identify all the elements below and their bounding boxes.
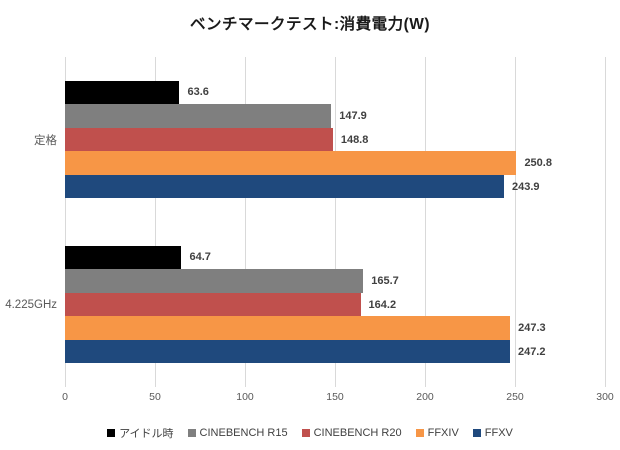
bar-value-label: 247.3 [518, 322, 546, 335]
legend-label: CINEBENCH R20 [313, 427, 402, 439]
x-tick-label: 250 [506, 391, 524, 403]
bar-CINEBENCH R20-4.225GHz [65, 292, 361, 317]
bar-FFXIV-4.225GHz [65, 316, 511, 340]
legend-label: CINEBENCH R15 [199, 427, 288, 439]
bar-value-label: 247.2 [517, 345, 546, 358]
gridline [605, 57, 606, 387]
bar-CINEBENCH R15-定格 [65, 104, 332, 128]
legend-item: FFXV [472, 427, 513, 439]
legend-swatch-icon [187, 429, 196, 437]
legend-label: アイドル時 [119, 428, 174, 440]
legend-item: FFXIV [415, 427, 459, 439]
gridline [515, 57, 516, 387]
legend-swatch-icon [472, 429, 481, 437]
bar-FFXV-定格 [65, 174, 505, 199]
bar-FFXIV-定格 [65, 151, 517, 175]
bar-value-label: 63.6 [187, 86, 209, 99]
bar-CINEBENCH R15-4.225GHz [65, 269, 364, 293]
bar-value-label: 64.7 [189, 251, 211, 264]
plot-area: 63.6 147.9 148.8 250.8 243.9 64.7 165.7 164.2 24… [65, 57, 606, 387]
x-tick-label: 150 [326, 391, 344, 403]
chart-title: ベンチマークテスト:消費電力(W) [189, 16, 431, 33]
legend-item: CINEBENCH R20 [301, 427, 402, 439]
bar-value-label: 164.2 [368, 298, 397, 311]
bar-アイドル時-定格 [65, 80, 180, 105]
legend-swatch-icon [415, 429, 424, 437]
bar-value-label: 250.8 [524, 157, 552, 170]
gridline [155, 57, 156, 387]
x-tick-label: 100 [236, 391, 254, 403]
legend-swatch-icon [301, 429, 310, 437]
bar-value-label: 165.7 [371, 274, 399, 287]
category-label: 4.225GHz [5, 298, 57, 311]
x-tick-label: 0 [62, 391, 68, 403]
x-tick-label: 50 [149, 391, 161, 403]
bar-value-label: 148.8 [340, 133, 369, 146]
bar-value-label: 243.9 [512, 180, 540, 193]
legend-item: アイドル時 [107, 425, 174, 441]
category-label: 定格 [34, 134, 57, 147]
legend-label: FFXV [484, 427, 513, 439]
bar-FFXV-4.225GHz [65, 339, 510, 364]
gridline [65, 57, 66, 387]
bar-アイドル時-4.225GHz [65, 245, 182, 270]
gridline [245, 57, 246, 387]
x-tick-label: 300 [596, 391, 614, 403]
gridline [425, 57, 426, 387]
x-tick-label: 200 [416, 391, 434, 403]
bar-CINEBENCH R20-定格 [65, 127, 333, 152]
legend-swatch-icon [107, 429, 116, 437]
legend-item: CINEBENCH R15 [187, 427, 288, 439]
bar-value-label: 147.9 [339, 109, 367, 122]
legend: アイドル時 CINEBENCH R15 CINEBENCH R20 FFXIV FFXV [0, 424, 620, 442]
legend-label: FFXIV [427, 427, 459, 439]
gridline [335, 57, 336, 387]
